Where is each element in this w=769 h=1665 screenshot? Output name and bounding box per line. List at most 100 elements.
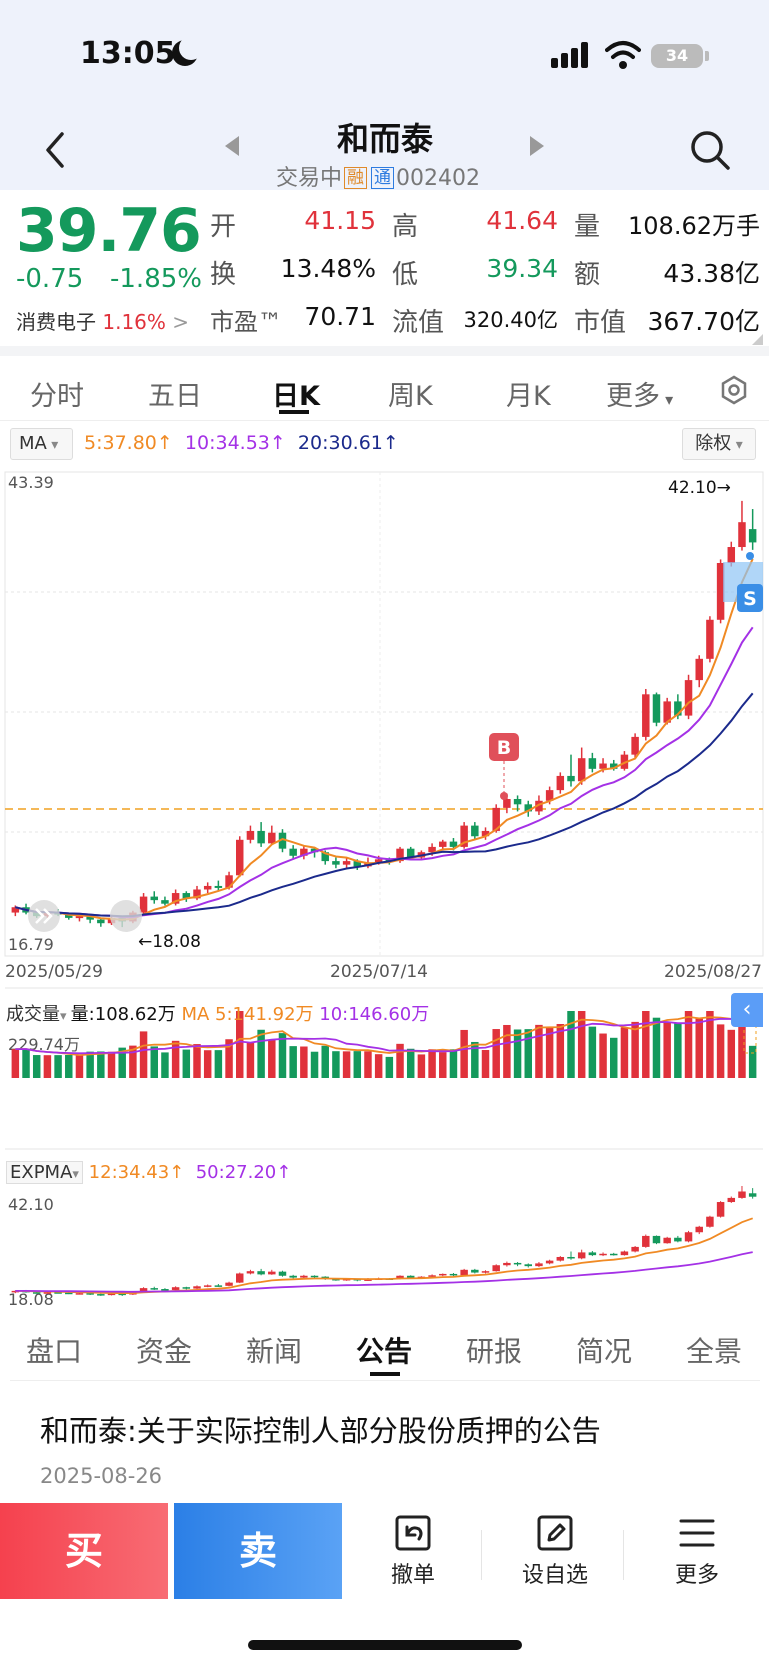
- expma-candle-body: [727, 1197, 736, 1203]
- high-value: 41.64: [486, 206, 558, 235]
- candle-body: [203, 885, 212, 890]
- add-watchlist-button[interactable]: 设自选: [495, 1503, 615, 1599]
- volume-indicator-row: 成交量▾ 量:108.62万 MA 5:141.92万 10:146.60万: [6, 1000, 429, 1026]
- volume-bar: [727, 1029, 736, 1078]
- candle-body: [11, 907, 20, 913]
- search-icon[interactable]: [688, 128, 732, 172]
- tab-research[interactable]: 研报: [466, 1335, 523, 1368]
- expma-candle-body: [246, 1271, 255, 1274]
- corner-expand-icon[interactable]: [750, 332, 764, 346]
- volume-bar: [716, 1024, 725, 1078]
- candle-body: [193, 889, 201, 899]
- volume-bar: [43, 1055, 52, 1078]
- volume-bar: [54, 1055, 62, 1078]
- volume-bar: [161, 1052, 169, 1078]
- expma-candle-body: [107, 1293, 116, 1296]
- tab-overview[interactable]: 全景: [686, 1335, 743, 1368]
- expma-candle-body: [738, 1191, 746, 1198]
- sector-link[interactable]: 消费电子 1.16% >: [16, 306, 189, 335]
- tab-five-day[interactable]: 五日: [148, 381, 202, 412]
- expma-candle-body: [236, 1273, 244, 1283]
- expma-candles: [11, 1186, 757, 1296]
- volume-bar: [567, 1011, 575, 1078]
- expma-candle-body: [75, 1293, 84, 1295]
- buy-button[interactable]: 买: [0, 1503, 168, 1599]
- candle-body: [353, 861, 362, 867]
- sell-signal-marker[interactable]: [737, 584, 763, 612]
- candle-body: [631, 736, 639, 755]
- tab-daily-k[interactable]: 日K: [272, 381, 320, 412]
- cancel-order-button[interactable]: 撤单: [353, 1503, 473, 1599]
- volume-bar: [107, 1051, 116, 1078]
- turnover-value: 13.48%: [280, 254, 376, 283]
- volume-bar: [11, 1049, 20, 1078]
- price-change-pct: -1.85%: [110, 264, 202, 294]
- expma-candle-body: [268, 1271, 276, 1275]
- tab-more[interactable]: 更多 ▾: [606, 374, 673, 413]
- tab-news[interactable]: 新闻: [246, 1335, 303, 1368]
- tab-more-label: 更多: [606, 381, 660, 412]
- candle-body: [332, 861, 340, 865]
- expma-candle-body: [278, 1271, 287, 1276]
- chart-settings-icon[interactable]: [718, 374, 750, 406]
- ma-indicator-select[interactable]: MA ▾: [10, 428, 73, 460]
- candle-body: [610, 763, 618, 769]
- volume-bar: [75, 1055, 84, 1078]
- expma-indicator-select[interactable]: EXPMA▾: [6, 1161, 83, 1184]
- last-price: 39.76: [16, 196, 202, 266]
- tab-monthly-k[interactable]: 月K: [506, 381, 551, 412]
- volume-bar: [663, 1021, 671, 1078]
- volume-ma5-line: [15, 1015, 754, 1057]
- volume-bar: [535, 1024, 543, 1078]
- tab-capital[interactable]: 资金: [136, 1335, 193, 1368]
- date-mid: 2025/07/14: [330, 962, 428, 982]
- volume-bar: [513, 1029, 522, 1078]
- volume-bar: [449, 1049, 458, 1078]
- expma-candle-body: [364, 1279, 372, 1281]
- sell-signal-dot: [746, 552, 754, 560]
- adjust-select[interactable]: 除权 ▾: [682, 428, 756, 460]
- volume-bar: [738, 1011, 746, 1078]
- candle-body: [513, 798, 522, 805]
- expma-indicator-label: EXPMA: [10, 1162, 73, 1183]
- tab-order-book[interactable]: 盘口: [26, 1335, 83, 1368]
- tab-intraday[interactable]: 分时: [30, 381, 84, 412]
- sell-button[interactable]: 卖: [174, 1503, 342, 1599]
- candle-body: [706, 619, 714, 659]
- stock-chart[interactable]: 43.39 16.79 42.10→ ←18.08 B S 2025/05/29…: [0, 466, 769, 1312]
- tab-weekly-k[interactable]: 周K: [388, 381, 433, 412]
- candle-body: [171, 893, 180, 904]
- chevron-left-icon: ‹: [742, 997, 752, 1022]
- tab-announcements[interactable]: 公告: [356, 1335, 413, 1368]
- up-arrow-icon: ↑: [276, 1162, 292, 1183]
- caret-down-icon: ▾: [731, 437, 743, 453]
- more-actions-button[interactable]: 更多: [637, 1503, 757, 1599]
- expand-panel-button[interactable]: ‹: [731, 993, 763, 1027]
- candle-body: [545, 790, 554, 801]
- expma-candle-body: [54, 1292, 62, 1294]
- battery-icon: 34: [651, 44, 703, 68]
- announcement-title[interactable]: 和而泰:关于实际控制人部分股份质押的公告: [40, 1414, 601, 1448]
- tab-profile[interactable]: 简况: [576, 1335, 633, 1368]
- expma-candle-body: [214, 1285, 223, 1287]
- volume-bar: [300, 1046, 308, 1078]
- candle-body: [674, 701, 682, 716]
- connect-badge: 通: [371, 167, 395, 189]
- volume-bar: [481, 1049, 490, 1078]
- caret-down-icon: ▾: [660, 390, 674, 409]
- volume-indicator-select[interactable]: 成交量: [6, 1004, 60, 1025]
- volume-bar: [417, 1054, 426, 1078]
- buy-signal-marker[interactable]: [489, 733, 519, 761]
- volume-bar: [97, 1051, 105, 1078]
- expma-candle-body: [556, 1256, 565, 1261]
- y-min-label: 16.79: [8, 935, 54, 954]
- next-stock-icon[interactable]: [530, 136, 544, 156]
- volume-value: 108.62万手: [628, 212, 760, 240]
- back-arrow-icon[interactable]: [38, 128, 74, 172]
- mkt-cap-label: 市值: [574, 308, 627, 338]
- prev-stock-icon[interactable]: [225, 136, 239, 156]
- candle-body: [428, 846, 436, 853]
- tool-circle-icon[interactable]: [110, 900, 142, 932]
- volume-bar: [321, 1045, 329, 1078]
- candle-body: [86, 916, 94, 920]
